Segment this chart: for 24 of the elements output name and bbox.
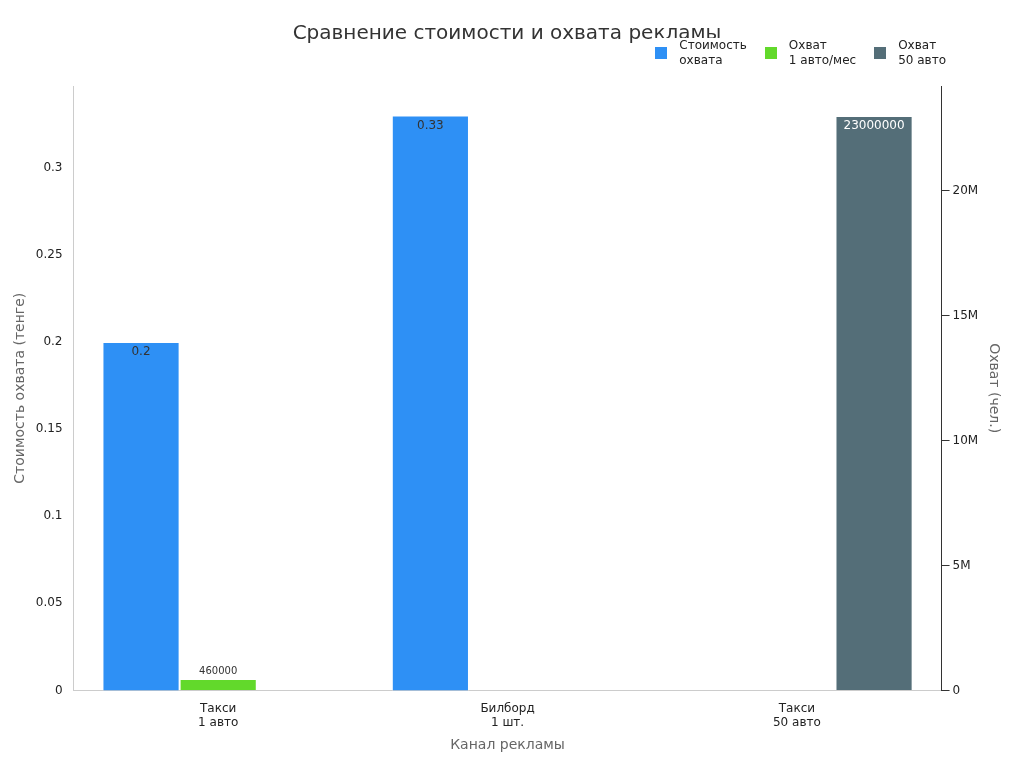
y-axis-title: Стоимость охвата (тенге) xyxy=(11,292,28,484)
legend-label: Охват 1 авто/мес xyxy=(788,38,857,68)
y-tick-label: 0.05 xyxy=(35,595,63,610)
y2-tick-label: 15M xyxy=(952,307,979,322)
y-tick-label: 0 xyxy=(54,682,63,697)
legend-label: Охват 50 авто xyxy=(898,38,946,68)
y2-tick-label: 10M xyxy=(952,432,979,447)
data-label: 23000000 xyxy=(843,118,905,133)
y2-tick-label: 20M xyxy=(952,183,979,198)
y2-axis-title: Охват (чел.) xyxy=(986,343,1003,434)
y-tick-label: 0.3 xyxy=(43,159,63,174)
x-tick-label: Такси 1 авто xyxy=(198,700,239,730)
y2-tick-label: 5M xyxy=(952,557,971,572)
data-label: 0.33 xyxy=(417,117,444,132)
data-label: 0.2 xyxy=(131,344,151,359)
y-tick-label: 0.1 xyxy=(43,508,63,523)
y-tick-label: 0.2 xyxy=(43,334,63,349)
y-tick-label: 0.25 xyxy=(35,247,63,262)
x-tick-label: Такси 50 авто xyxy=(772,700,821,730)
data-label: 460000 xyxy=(199,664,238,676)
y2-tick-label: 0 xyxy=(952,682,961,697)
x-axis-title: Канал рекламы xyxy=(450,736,565,753)
y-tick-label: 0.15 xyxy=(35,421,63,436)
x-tick-label: Билборд 1 шт. xyxy=(480,700,535,730)
